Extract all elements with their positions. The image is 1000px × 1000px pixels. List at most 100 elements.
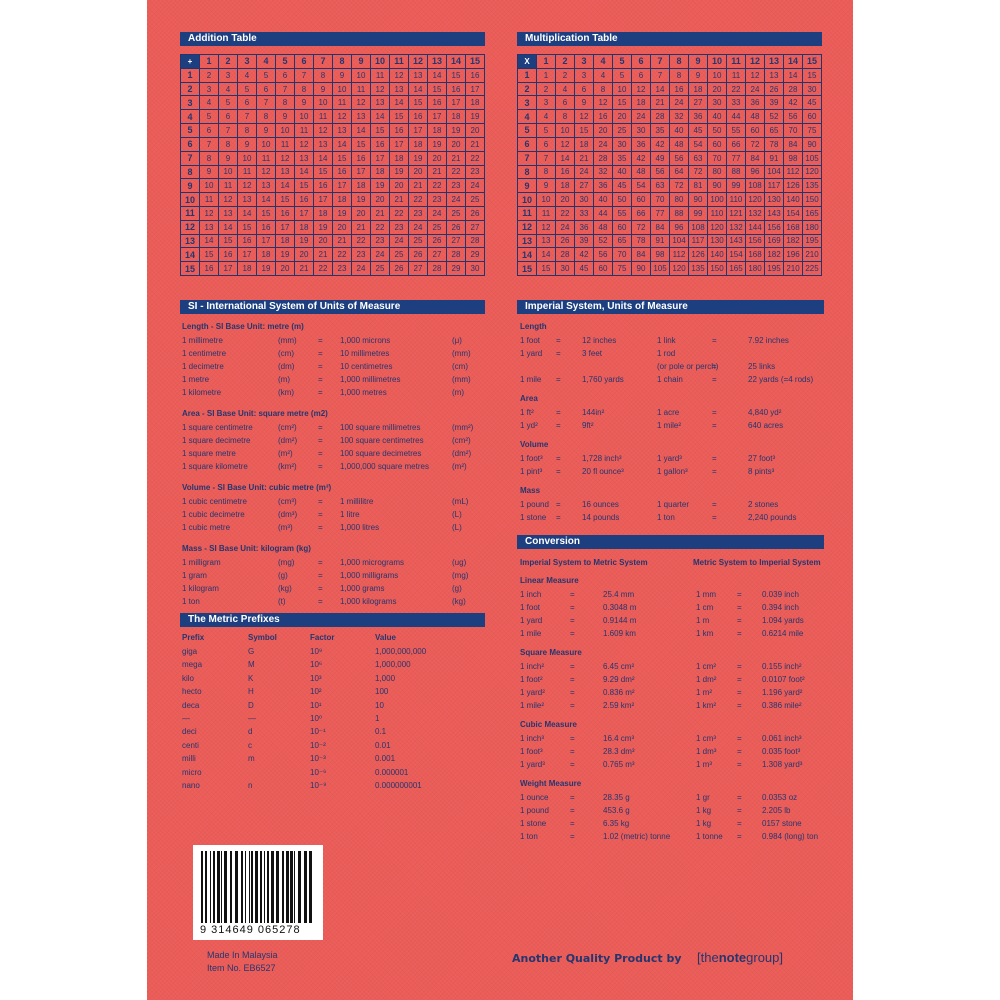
table-cell: 18	[447, 110, 466, 125]
table-cell: 16	[371, 137, 390, 152]
table-cell: 24	[409, 220, 428, 235]
table-cell: 18	[295, 220, 314, 235]
table-cell: 42	[784, 96, 803, 111]
table-cell: 112	[784, 165, 803, 180]
table-cell: 96	[746, 165, 765, 180]
table-cell: 11	[314, 110, 333, 125]
unit-text: 1 mile	[520, 375, 542, 384]
table-cell: 12	[632, 82, 651, 97]
prefix-text: mega	[182, 660, 203, 670]
table-cell: 28	[447, 248, 466, 263]
unit-text: 1 milligram	[182, 558, 221, 567]
table-cell: 60	[632, 193, 651, 207]
header-cell: 4	[518, 110, 537, 125]
unit-text: 1 pint³	[520, 467, 543, 476]
table-cell: 7	[651, 68, 670, 83]
barcode-bar	[294, 851, 295, 923]
column-heading: Imperial System to Metric System	[520, 558, 648, 567]
table-cell: 11	[352, 82, 371, 97]
table-cell: 12	[594, 96, 613, 111]
table-cell: 126	[784, 179, 803, 194]
unit-text: 1,000 litres	[340, 523, 380, 532]
table-cell: 15	[238, 220, 257, 235]
table-cell: 24	[575, 165, 594, 180]
table-cell: 16	[238, 234, 257, 249]
prefix-text: 0.001	[375, 754, 396, 764]
table-cell: 84	[632, 248, 651, 263]
unit-text: =	[318, 336, 323, 345]
unit-text: 1 square kilometre	[182, 462, 248, 471]
unit-text: 1 cm	[696, 603, 714, 612]
table-cell: 15	[200, 248, 219, 263]
table-cell: 112	[670, 248, 689, 263]
table-cell: 84	[651, 220, 670, 235]
table-cell: 19	[333, 206, 352, 221]
table-cell: 21	[466, 137, 485, 152]
table-cell: 22	[314, 262, 333, 276]
table-cell: 36	[632, 137, 651, 152]
table-cell: 20	[276, 262, 295, 276]
table-cell: 117	[689, 234, 708, 249]
table-cell: 23	[447, 179, 466, 194]
unit-text: 10 centimetres	[340, 362, 393, 371]
unit-text: (mg)	[452, 571, 469, 580]
table-cell: 16	[466, 68, 485, 83]
column-heading: Symbol	[248, 633, 277, 642]
table-cell: 15	[428, 82, 447, 97]
unit-text: 0.984 (long) ton	[762, 832, 819, 841]
table-cell: 20	[295, 248, 314, 263]
unit-text: 1 yard³	[520, 760, 545, 769]
table-cell: 80	[670, 193, 689, 207]
unit-text: (cm²)	[278, 423, 297, 432]
table-cell: 18	[276, 234, 295, 249]
unit-text: 1 stone	[520, 513, 547, 522]
table-cell: 40	[708, 110, 727, 125]
table-cell: 30	[613, 137, 632, 152]
unit-text: 1 yard²	[520, 688, 545, 697]
table-cell: 23	[409, 206, 428, 221]
unit-text: 1 kg	[696, 819, 712, 828]
table-cell: 4	[594, 68, 613, 83]
header-cell: 4	[181, 110, 200, 125]
prefix-text: kilo	[182, 673, 195, 683]
unit-text: =	[737, 590, 742, 599]
table-cell: 9	[689, 68, 708, 83]
table-cell: 50	[613, 193, 632, 207]
table-cell: 17	[238, 248, 257, 263]
table-cell: 150	[803, 193, 822, 207]
table-cell: 21	[371, 206, 390, 221]
prefix-text: micro	[182, 767, 202, 777]
prefix-text: 10³	[310, 673, 322, 683]
table-cell: 88	[727, 165, 746, 180]
unit-text: 1 foot³	[520, 747, 543, 756]
table-cell: 18	[632, 96, 651, 111]
table-cell: 45	[613, 179, 632, 194]
unit-text: =	[737, 806, 742, 815]
table-cell: 22	[333, 248, 352, 263]
table-cell: 16	[219, 248, 238, 263]
unit-text: 0.039 inch	[762, 590, 799, 599]
table-cell: 12	[238, 179, 257, 194]
table-cell: 210	[803, 248, 822, 263]
prefix-text: 1	[375, 714, 380, 723]
table-cell: 22	[727, 82, 746, 97]
header-cell: 10	[708, 55, 727, 69]
table-cell: 19	[466, 110, 485, 125]
table-cell: 39	[765, 96, 784, 111]
table-cell: 9	[537, 179, 556, 194]
table-cell: 15	[613, 96, 632, 111]
unit-text: =	[318, 558, 323, 567]
unit-text: 1,000 millimetres	[340, 375, 401, 384]
table-cell: 40	[594, 193, 613, 207]
table-cell: 26	[466, 206, 485, 221]
table-cell: 150	[708, 262, 727, 276]
unit-text: =	[737, 701, 742, 710]
column-heading: Metric System to Imperial System	[693, 558, 821, 567]
barcode-bar	[235, 851, 238, 923]
table-cell: 45	[575, 262, 594, 276]
unit-text: 0.836 m²	[603, 688, 635, 697]
table-cell: 16	[670, 82, 689, 97]
table-cell: 168	[746, 248, 765, 263]
table-cell: 16	[257, 220, 276, 235]
table-cell: 132	[746, 206, 765, 221]
